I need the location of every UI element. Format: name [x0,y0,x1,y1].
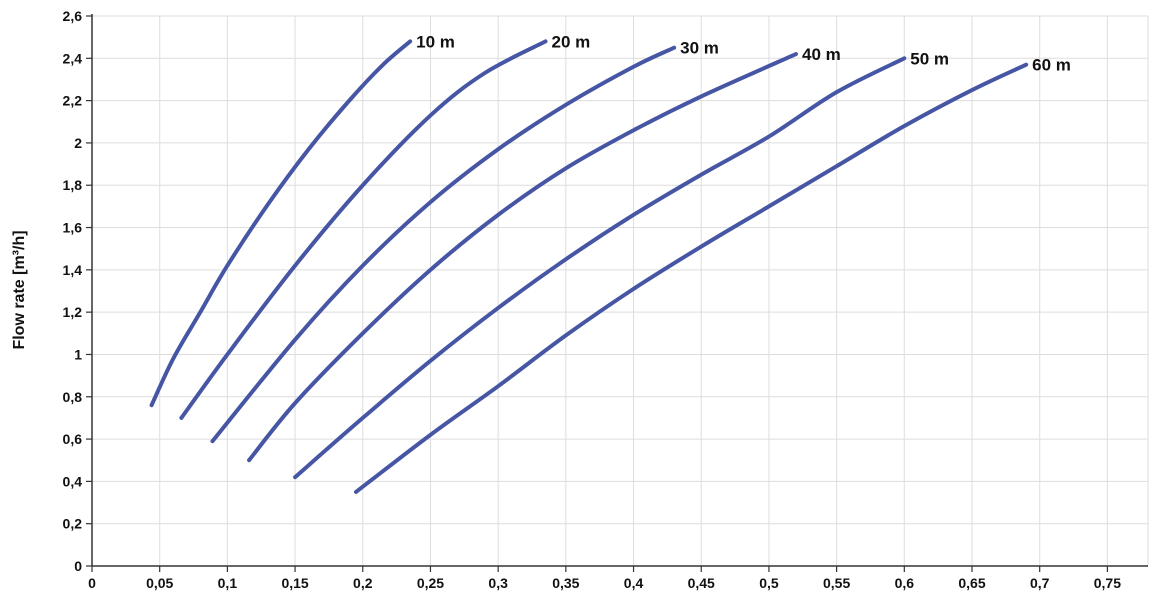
y-tick-label: 2,2 [63,93,83,109]
y-tick-label: 1,6 [63,220,83,236]
y-axis-title: Flow rate [m³/h] [11,230,28,349]
x-tick-label: 0 [88,575,96,591]
y-tick-label: 2 [74,135,82,151]
x-tick-label: 0,45 [688,575,715,591]
grid [92,15,1149,566]
y-tick-label: 1,2 [63,304,83,320]
series-label: 60 m [1032,56,1071,75]
series-label: 50 m [910,49,949,68]
y-tick-label: 0,6 [63,431,83,447]
x-tick-label: 0,3 [488,575,508,591]
series-group: 10 m 20 m 30 m 40 m 50 m 60 m [149,32,1071,494]
x-tick-label: 0,65 [958,575,985,591]
x-tick-label: 0,2 [353,575,373,591]
series-line [179,39,548,420]
x-tick-label: 0,5 [759,575,779,591]
series-label: 20 m [552,32,591,51]
y-tick-label: 2,4 [63,50,83,66]
series-label: 10 m [416,32,455,51]
series-label: 30 m [680,39,719,58]
series-line [247,52,798,463]
series-line [354,62,1029,494]
y-tick-label: 1 [74,346,82,362]
x-tick-label: 0,75 [1094,575,1121,591]
x-tick-label: 0,1 [218,575,238,591]
x-tick-label: 0,55 [823,575,850,591]
y-tick-label: 1,8 [63,177,83,193]
y-tick-label: 0,2 [63,516,83,532]
x-tick-label: 0,35 [552,575,579,591]
y-tick-label: 2,6 [63,8,83,24]
axes [91,14,1148,567]
x-tick-label: 0,25 [417,575,444,591]
series-line [210,45,677,444]
y-tick-label: 0,4 [63,473,83,489]
x-tick-label: 0,7 [1030,575,1050,591]
x-tick-label: 0,4 [624,575,644,591]
x-tick-label: 0,15 [281,575,308,591]
x-tick-label: 0,05 [146,575,173,591]
series-line [293,56,907,480]
series-label: 40 m [802,45,841,64]
y-tick-label: 0,8 [63,389,83,405]
series-line [149,39,413,408]
y-tick-label: 1,4 [63,262,83,278]
ticks: 0 0,05 0,1 0,15 0,2 0,25 0,3 0,35 0,4 0,45 0,5 0,55… [63,8,1122,591]
y-tick-label: 0 [74,558,82,574]
x-tick-label: 0,6 [895,575,915,591]
